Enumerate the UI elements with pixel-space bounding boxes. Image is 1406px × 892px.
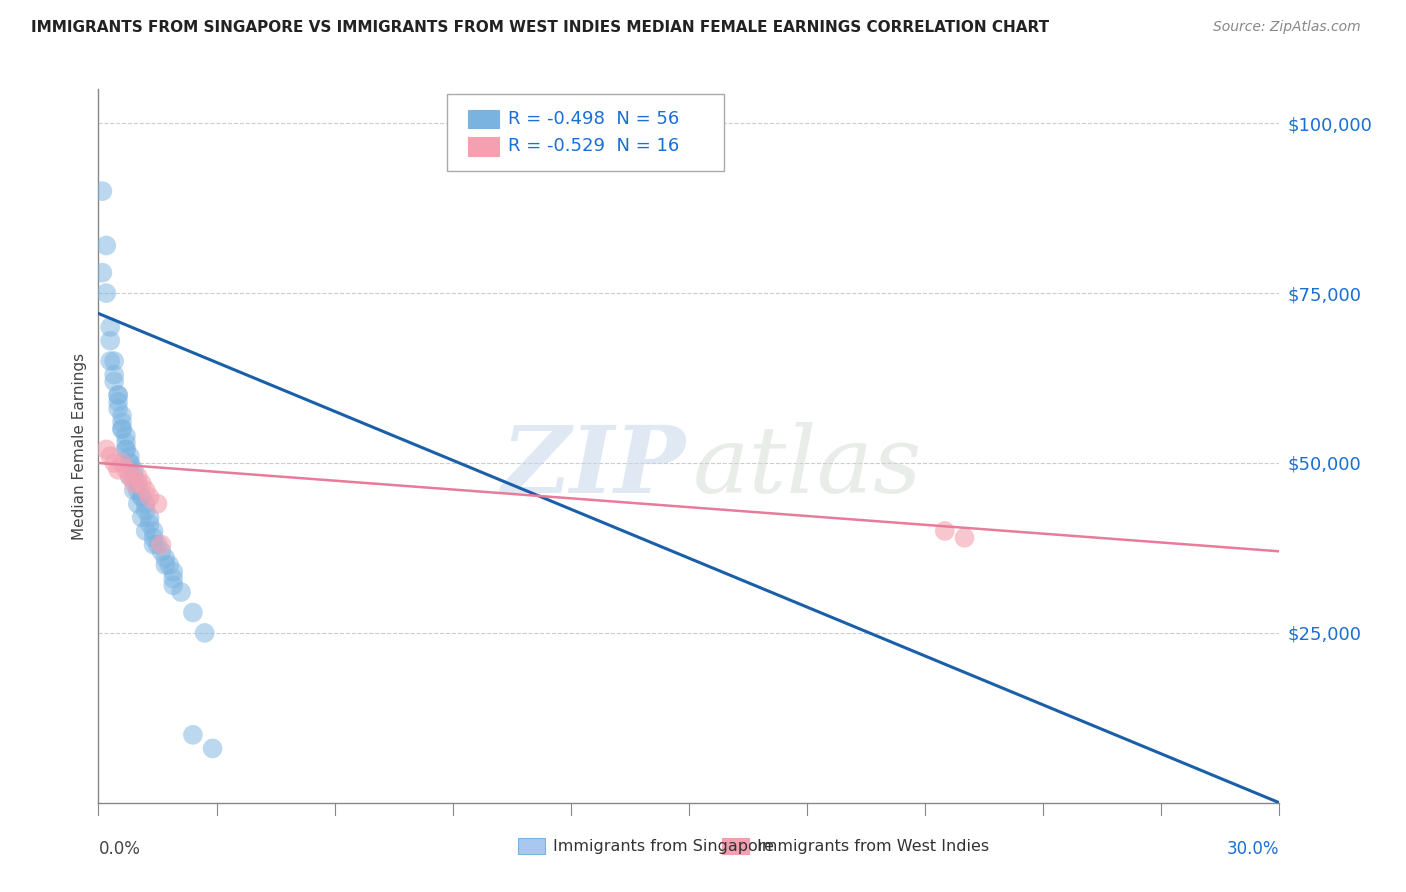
Point — [118, 456, 141, 470]
Point — [934, 524, 956, 538]
Point — [107, 401, 129, 416]
Point — [122, 483, 145, 498]
Point — [155, 558, 177, 572]
Point — [135, 497, 157, 511]
Point — [98, 354, 121, 368]
Point — [118, 469, 141, 483]
Point — [181, 728, 204, 742]
Point — [115, 463, 138, 477]
FancyBboxPatch shape — [468, 110, 499, 128]
Point — [115, 442, 138, 457]
Point — [111, 415, 134, 429]
Point — [91, 266, 114, 280]
Point — [122, 469, 145, 483]
Point — [135, 524, 157, 538]
Point — [127, 476, 149, 491]
Point — [181, 606, 204, 620]
Point — [127, 497, 149, 511]
Point — [146, 497, 169, 511]
Point — [122, 463, 145, 477]
Point — [118, 456, 141, 470]
Point — [103, 354, 125, 368]
Point — [103, 456, 125, 470]
Point — [115, 435, 138, 450]
Point — [111, 409, 134, 423]
Point — [142, 537, 165, 551]
Point — [142, 524, 165, 538]
Text: Immigrants from West Indies: Immigrants from West Indies — [758, 838, 990, 854]
Point — [107, 388, 129, 402]
Point — [953, 531, 976, 545]
Point — [170, 585, 193, 599]
Text: 30.0%: 30.0% — [1227, 840, 1279, 858]
Point — [118, 469, 141, 483]
Point — [111, 422, 134, 436]
Point — [157, 558, 180, 572]
Point — [122, 476, 145, 491]
Text: atlas: atlas — [693, 423, 922, 512]
Text: R = -0.529  N = 16: R = -0.529 N = 16 — [508, 137, 679, 155]
FancyBboxPatch shape — [447, 95, 724, 171]
Point — [111, 456, 134, 470]
FancyBboxPatch shape — [723, 838, 749, 855]
Point — [135, 483, 157, 498]
Text: 0.0%: 0.0% — [98, 840, 141, 858]
FancyBboxPatch shape — [517, 838, 546, 855]
Point — [103, 368, 125, 382]
Point — [146, 537, 169, 551]
Point — [103, 375, 125, 389]
Point — [131, 510, 153, 524]
Point — [118, 449, 141, 463]
Point — [107, 388, 129, 402]
Text: ZIP: ZIP — [501, 423, 685, 512]
Point — [131, 490, 153, 504]
Point — [131, 490, 153, 504]
Point — [150, 544, 173, 558]
Point — [111, 422, 134, 436]
Text: R = -0.498  N = 56: R = -0.498 N = 56 — [508, 111, 679, 128]
Point — [96, 286, 118, 301]
Point — [194, 626, 217, 640]
Point — [91, 184, 114, 198]
Text: IMMIGRANTS FROM SINGAPORE VS IMMIGRANTS FROM WEST INDIES MEDIAN FEMALE EARNINGS : IMMIGRANTS FROM SINGAPORE VS IMMIGRANTS … — [31, 20, 1049, 35]
Point — [155, 551, 177, 566]
Point — [96, 238, 118, 252]
Point — [162, 565, 184, 579]
Point — [142, 531, 165, 545]
Text: Source: ZipAtlas.com: Source: ZipAtlas.com — [1213, 20, 1361, 34]
Point — [96, 442, 118, 457]
Point — [98, 334, 121, 348]
Point — [98, 320, 121, 334]
Point — [135, 503, 157, 517]
FancyBboxPatch shape — [468, 137, 499, 155]
Y-axis label: Median Female Earnings: Median Female Earnings — [72, 352, 87, 540]
Point — [115, 442, 138, 457]
Point — [162, 578, 184, 592]
Text: Immigrants from Singapore: Immigrants from Singapore — [553, 838, 775, 854]
Point — [107, 394, 129, 409]
Point — [107, 463, 129, 477]
Point — [138, 517, 160, 532]
Point — [150, 537, 173, 551]
Point — [127, 469, 149, 483]
Point — [98, 449, 121, 463]
Point — [138, 510, 160, 524]
Point — [162, 572, 184, 586]
Point — [115, 429, 138, 443]
Point — [127, 483, 149, 498]
Point — [131, 476, 153, 491]
Point — [138, 490, 160, 504]
Point — [201, 741, 224, 756]
